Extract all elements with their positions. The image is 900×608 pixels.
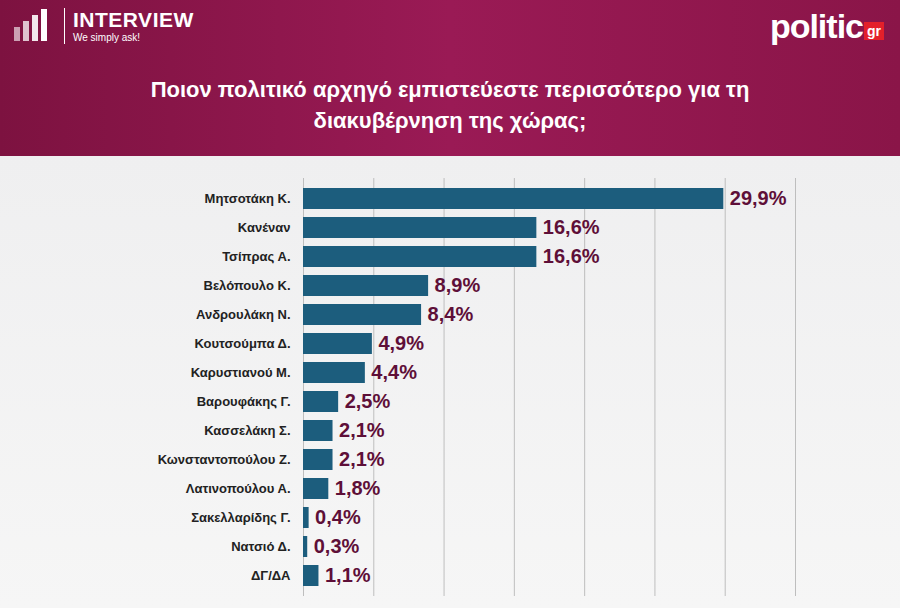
svg-text:4,9%: 4,9% (378, 332, 424, 354)
html-text:INTERVIEW: INTERVIEW (73, 8, 194, 31)
svg-text:Κωνσταντοπούλου Ζ.: Κωνσταντοπούλου Ζ. (158, 452, 291, 467)
html-text:Ποιον πολιτικό αρχηγό εμπιστεύ: Ποιον πολιτικό αρχηγό εμπιστεύεστε περισ… (150, 77, 750, 133)
svg-text:0,4%: 0,4% (315, 506, 361, 528)
svg-text:Τσίπρας Α.: Τσίπρας Α. (222, 249, 290, 264)
svg-text:4,4%: 4,4% (371, 361, 417, 383)
svg-text:0,3%: 0,3% (314, 535, 360, 557)
svg-text:16,6%: 16,6% (543, 216, 600, 238)
svg-text:Μητσοτάκη Κ.: Μητσοτάκη Κ. (205, 191, 291, 206)
svg-text:Λατινοπούλου Α.: Λατινοπούλου Α. (186, 481, 291, 496)
html-text:We simply ask!: We simply ask! (73, 32, 141, 43)
svg-text:ΔΓ/ΔΑ: ΔΓ/ΔΑ (251, 568, 291, 583)
svg-text:Βελόπουλο Κ.: Βελόπουλο Κ. (204, 278, 291, 293)
html-text:politic: politic (769, 7, 863, 45)
svg-text:Σακελλαρίδης Γ.: Σακελλαρίδης Γ. (191, 510, 290, 525)
svg-text:Νατσιό Δ.: Νατσιό Δ. (231, 539, 290, 554)
html-text:gr: gr (867, 23, 881, 39)
svg-text:Κασσελάκη Σ.: Κασσελάκη Σ. (204, 423, 290, 438)
svg-text:1,8%: 1,8% (335, 477, 381, 499)
svg-text:Καρυστιανού Μ.: Καρυστιανού Μ. (191, 365, 291, 380)
svg-text:Βαρουφάκης Γ.: Βαρουφάκης Γ. (197, 394, 291, 409)
svg-text:2,5%: 2,5% (345, 390, 391, 412)
svg-text:Κανέναν: Κανέναν (238, 220, 291, 235)
svg-text:16,6%: 16,6% (543, 245, 600, 267)
svg-text:29,9%: 29,9% (730, 187, 787, 209)
svg-text:8,9%: 8,9% (435, 274, 481, 296)
svg-text:Ανδρουλάκη Ν.: Ανδρουλάκη Ν. (196, 307, 290, 322)
svg-text:1,1%: 1,1% (325, 564, 371, 586)
svg-text:8,4%: 8,4% (428, 303, 474, 325)
svg-text:2,1%: 2,1% (339, 419, 385, 441)
svg-text:Κουτσούμπα Δ.: Κουτσούμπα Δ. (194, 336, 290, 351)
svg-text:2,1%: 2,1% (339, 448, 385, 470)
